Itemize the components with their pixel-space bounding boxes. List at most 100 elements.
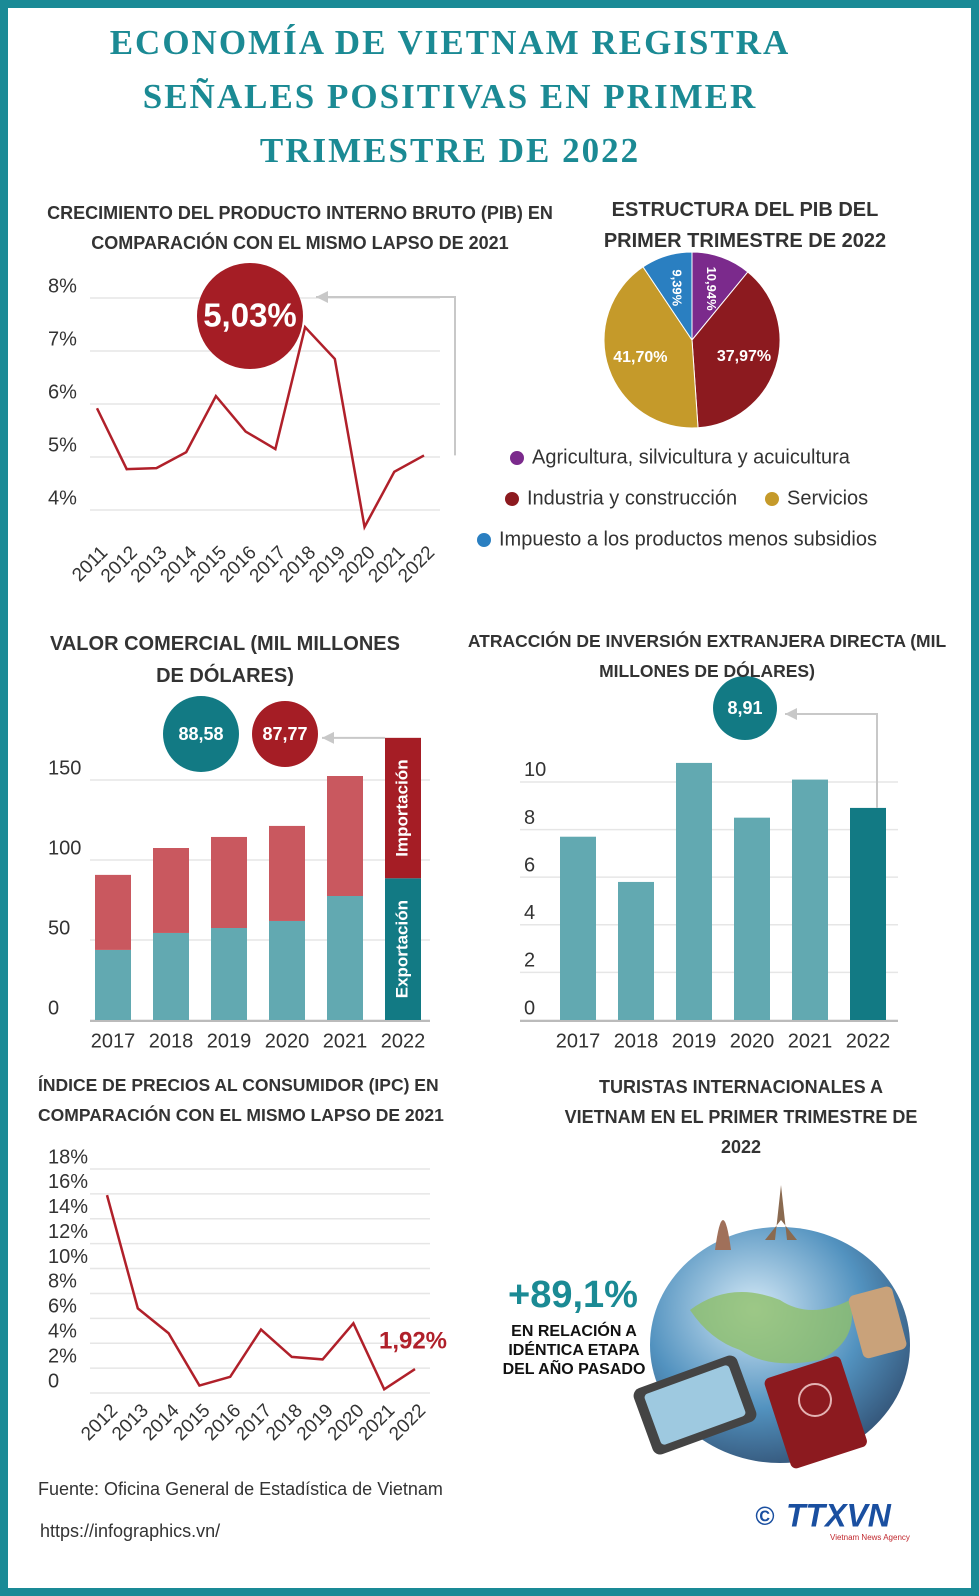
bar: [676, 762, 712, 1020]
legend-dot: [477, 533, 491, 547]
bar: [385, 878, 421, 1020]
y-tick-label: 18%: [48, 1146, 88, 1168]
bar: [211, 928, 247, 1020]
bar: [850, 807, 886, 1020]
x-tick-label: 2017: [91, 1030, 136, 1052]
x-tick-label: 2022: [381, 1030, 426, 1052]
slice-label: 37,97%: [717, 348, 771, 365]
y-tick-label: 10%: [48, 1246, 88, 1268]
x-tick-label: 2017: [556, 1030, 601, 1052]
value-label: 87,77: [262, 724, 307, 744]
y-tick-label: 8%: [48, 275, 77, 297]
page-title: TRIMESTRE DE 2022: [260, 131, 640, 170]
chart-title: ÍNDICE DE PRECIOS AL CONSUMIDOR (IPC) EN…: [38, 1075, 444, 1125]
url: https://infographics.vn/: [40, 1521, 220, 1541]
x-tick-label: 2019: [672, 1030, 717, 1052]
y-tick-label: 8%: [48, 1271, 77, 1293]
y-tick-label: 4%: [48, 487, 77, 509]
legend-label: Impuesto a los productos menos subsidios: [499, 528, 877, 550]
y-tick-label: 0: [524, 997, 535, 1019]
y-tick-label: 12%: [48, 1221, 88, 1243]
value-bubble: [197, 263, 303, 369]
arrow-head: [785, 708, 797, 720]
y-tick-label: 10: [524, 759, 546, 781]
legend-dot: [765, 492, 779, 506]
chart-title: ESTRUCTURA DEL PIB DEL PRIMER TRIMESTRE …: [603, 199, 887, 252]
illustration: [633, 1185, 910, 1469]
y-tick-label: 2: [524, 950, 535, 972]
x-tick-label: 2020: [730, 1030, 775, 1052]
bar: [385, 737, 421, 879]
slice-label: 41,70%: [613, 349, 667, 366]
y-tick-label: 16%: [48, 1171, 88, 1193]
y-tick-label: 4%: [48, 1321, 77, 1343]
y-tick-label: 150: [48, 757, 81, 779]
pie-slice: [691, 271, 781, 429]
y-tick-label: 7%: [48, 328, 77, 350]
data-line: [95, 324, 425, 531]
bar: [95, 874, 131, 950]
x-tick-label: 2019: [207, 1030, 252, 1052]
y-tick-label: 6: [524, 854, 535, 876]
slice-label: 10,94%: [704, 267, 719, 312]
value-label: 5,03%: [203, 297, 297, 334]
legend-label: Servicios: [787, 487, 868, 509]
chart-title: VALOR COMERCIAL (MIL MILLONES DE DÓLARES…: [50, 633, 400, 687]
y-tick-label: 14%: [48, 1196, 88, 1218]
chart-title: ATRACCIÓN DE INVERSIÓN EXTRANJERA DIRECT…: [467, 631, 947, 681]
x-tick-label: 2018: [614, 1030, 659, 1052]
y-tick-label: 100: [48, 837, 81, 859]
arrow-head: [322, 731, 334, 744]
series-name: Exportación: [392, 900, 411, 998]
logo-name: TTXVN: [786, 1497, 892, 1533]
legend-label: Agricultura, silvicultura y acuicultura: [532, 446, 851, 468]
y-tick-label: 5%: [48, 434, 77, 456]
arrow-head: [316, 291, 328, 303]
legend-dot: [510, 451, 524, 465]
legend-dot: [505, 492, 519, 506]
callout-arrow: [785, 713, 878, 808]
logo-mark: ©: [755, 1501, 774, 1531]
x-tick-label: 2018: [149, 1030, 194, 1052]
x-tick-label: 2020: [265, 1030, 310, 1052]
bar: [327, 896, 363, 1020]
legend-label: Industria y construcción: [527, 487, 737, 509]
y-tick-label: 6%: [48, 1296, 77, 1318]
y-tick-label: 4: [524, 902, 535, 924]
value-label: 8,91: [727, 698, 762, 718]
logo-tagline: Vietnam News Agency: [830, 1533, 910, 1542]
value-label: 88,58: [178, 724, 223, 744]
bar: [95, 949, 131, 1020]
y-tick-label: 6%: [48, 381, 77, 403]
pie-slice: [642, 251, 693, 342]
bar: [327, 776, 363, 896]
data-line: [105, 1194, 416, 1392]
value-label: 1,92%: [379, 1327, 447, 1354]
source: Fuente: Oficina General de Estadística d…: [38, 1479, 443, 1499]
page-title: ECONOMÍA DE VIETNAM REGISTRA: [110, 23, 791, 62]
bar: [560, 836, 596, 1020]
y-tick-label: 50: [48, 917, 70, 939]
callout-arrow: [316, 296, 456, 456]
highlight-note: EN RELACIÓN A IDÉNTICA ETAPA DEL AÑO PAS…: [502, 1323, 646, 1378]
bar: [269, 825, 305, 921]
x-tick-label: 2021: [788, 1030, 833, 1052]
y-tick-label: 2%: [48, 1345, 77, 1367]
pie-slice: [603, 266, 699, 429]
slice-label: 9,39%: [670, 269, 685, 306]
bar: [734, 817, 770, 1020]
bar: [153, 848, 189, 933]
bar: [269, 920, 305, 1020]
x-tick-label: 2021: [323, 1030, 368, 1052]
series-name: Importación: [392, 759, 411, 856]
value-bubble: [163, 696, 239, 772]
bar: [792, 779, 828, 1020]
bar: [153, 932, 189, 1020]
x-tick-label: 2022: [385, 1400, 430, 1445]
y-tick-label: 8: [524, 807, 535, 829]
section-title: TURISTAS INTERNACIONALES A VIETNAM EN EL…: [564, 1077, 918, 1157]
highlight-figure: +89,1%: [508, 1274, 638, 1316]
page-title: SEÑALES POSITIVAS EN PRIMER: [143, 77, 757, 116]
